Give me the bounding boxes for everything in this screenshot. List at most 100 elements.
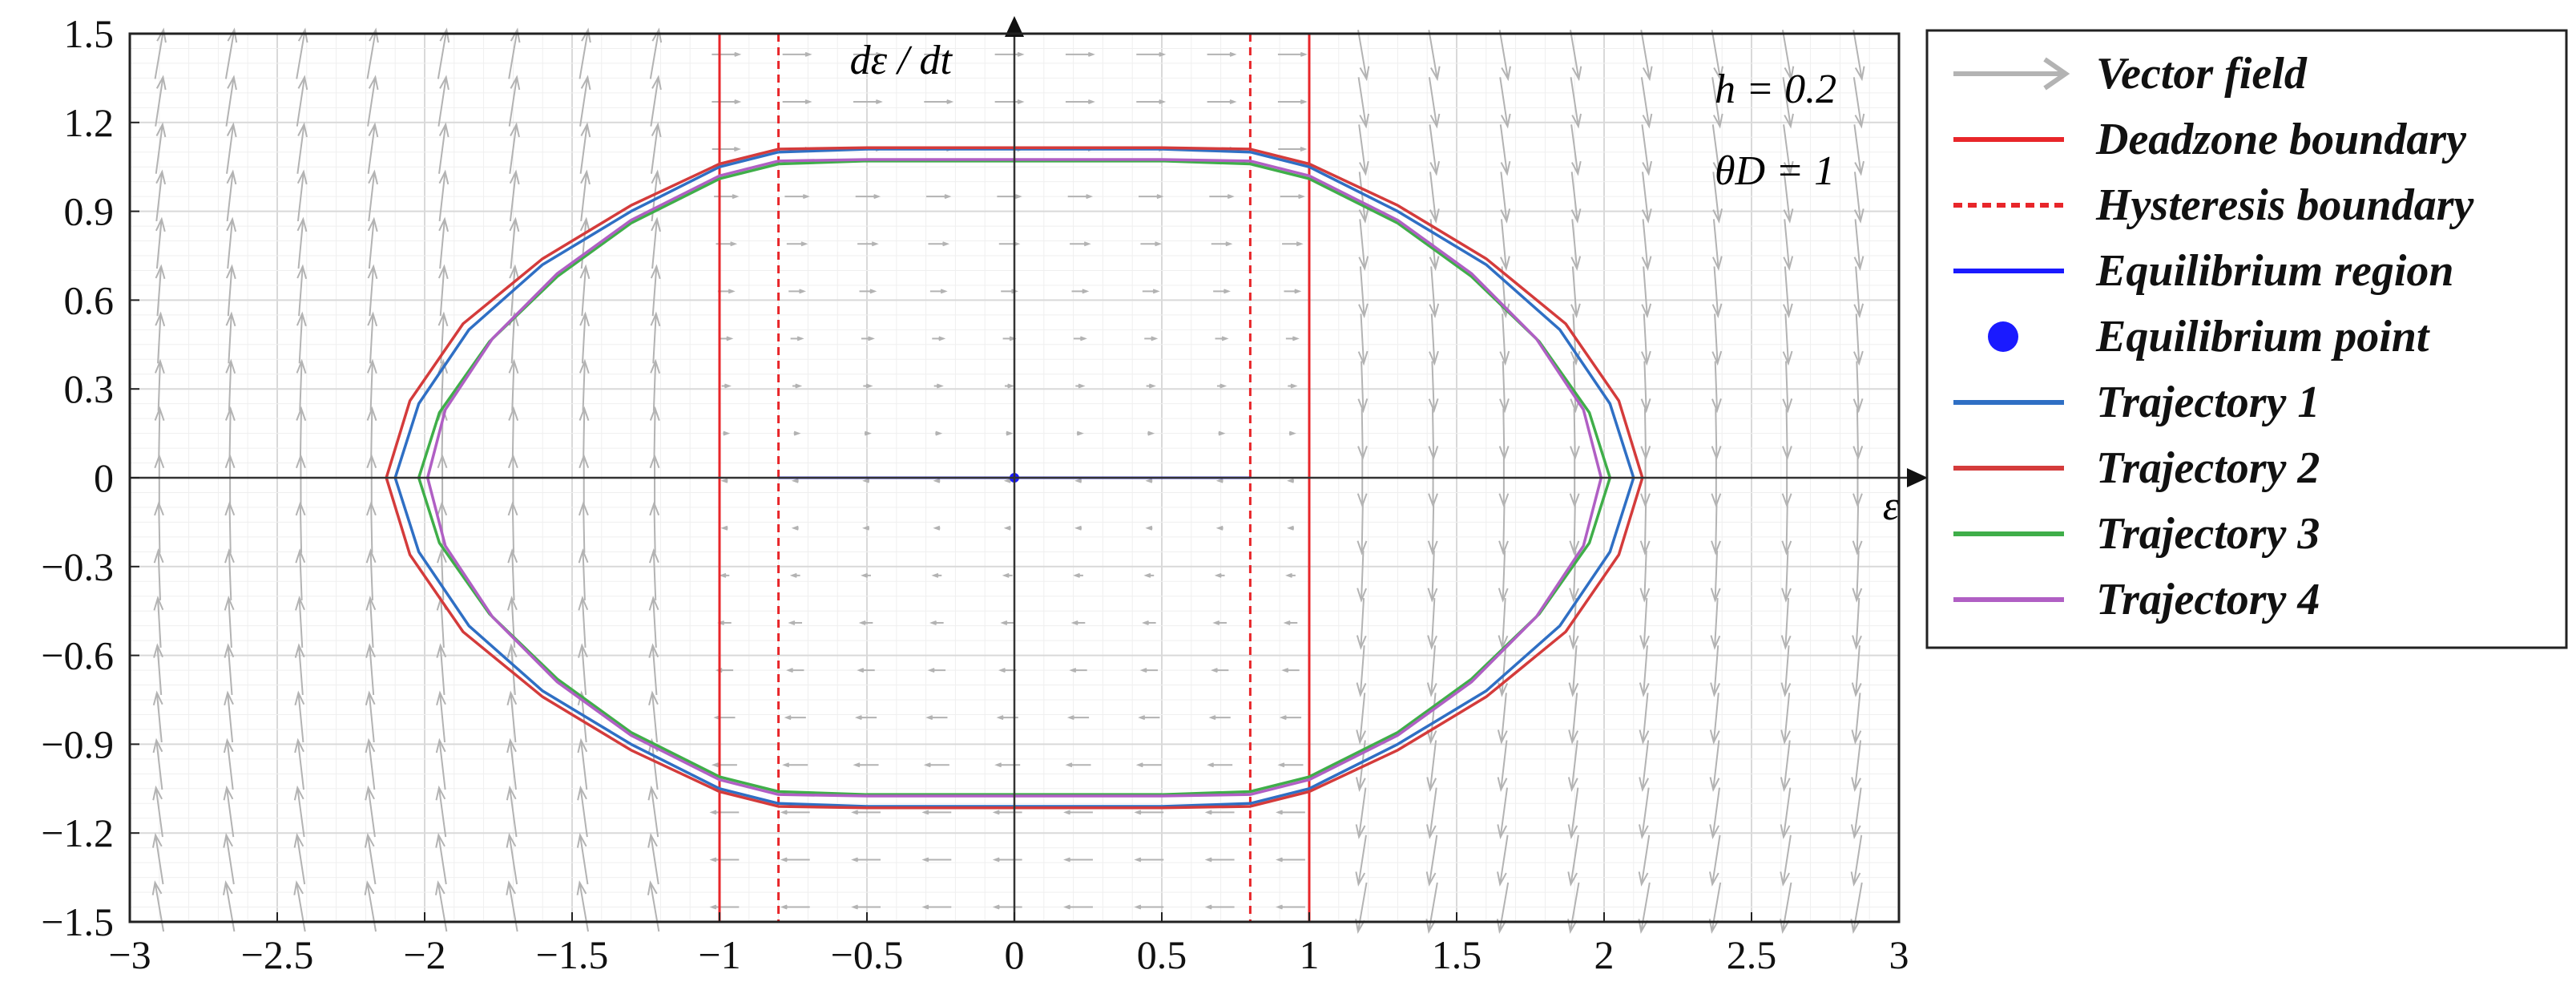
vector-arrow-head [364,832,375,848]
vector-arrow-head [1290,383,1298,389]
vector-arrow-head [1359,113,1370,129]
vector-arrow [1640,77,1651,127]
vector-arrow-head [509,169,520,185]
vector-arrow [437,882,448,932]
vector-arrow [583,408,586,459]
vector-arrow-head [1641,350,1651,366]
vector-arrow [1711,787,1720,838]
vector-arrow [581,645,587,696]
vector-arrow-head [364,880,375,895]
vector-arrow [649,30,660,79]
vector-arrow [226,172,234,222]
vector-arrow-head [1429,350,1439,366]
vector-arrow [296,787,305,838]
vector-arrow-head [366,406,377,422]
vector-arrow-head [1300,147,1308,152]
vector-arrow [1715,503,1718,553]
vector-arrow-head [1073,572,1080,578]
vector-arrow [1361,408,1364,459]
vector-arrow-head [1498,588,1509,603]
vector-arrow [297,219,304,269]
vector-arrow-head [1221,336,1229,341]
vector-arrow-head [1569,588,1579,603]
vector-arrow-head [155,216,166,232]
x-tick-label: 0 [1005,932,1025,977]
vector-arrow-head [1496,919,1507,934]
vector-arrow [1643,361,1647,411]
legend-swatch-equilibrium-point [1988,321,2018,352]
vector-arrow [582,550,586,600]
vector-arrow-head [1638,919,1649,934]
vector-arrow [1785,361,1789,411]
vector-arrow-head [152,737,163,754]
vector-arrow-head [224,690,234,706]
vector-arrow [437,77,447,127]
vector-arrow-head [1087,51,1095,57]
vector-arrow [370,503,373,553]
vector-arrow-head [437,548,447,564]
vector-arrow [437,787,447,838]
vector-arrow [1430,597,1436,648]
legend-label-trajectory-2: Trajectory 2 [2096,443,2320,493]
vector-arrow-head [1426,777,1437,792]
vector-arrow-head [1639,540,1651,556]
y-axis-label: dε / dt [850,38,953,83]
vector-arrow-head [1212,620,1220,625]
vector-arrow-head [152,785,163,801]
vector-arrow-head [946,51,954,57]
vector-arrow-head [224,548,235,564]
vector-arrow [1428,77,1438,127]
vector-arrow [438,124,447,174]
vector-arrow-head [365,548,377,564]
vector-arrow [1855,645,1860,696]
vector-arrow [1715,408,1718,459]
vector-arrow-head [1276,857,1283,863]
vector-arrow [226,124,235,174]
vector-arrow-head [1087,99,1095,104]
vector-arrow-head [1219,383,1228,389]
vector-arrow-head [1142,620,1149,625]
vector-arrow [1359,645,1365,696]
vector-arrow-head [1568,635,1579,650]
vector-arrow-head [998,668,1006,673]
vector-arrow [1360,313,1365,364]
vector-arrow-head [927,668,935,673]
vector-arrow-head [711,762,719,768]
vector-arrow-head [1782,350,1793,366]
vector-arrow-head [784,715,792,721]
vector-arrow [1712,219,1719,269]
vector-arrow [1569,30,1580,79]
vector-arrow-head [509,216,520,232]
vector-arrow [1361,503,1364,553]
vector-arrow [1712,740,1720,790]
vector-arrow-head [294,690,305,706]
vector-arrow-head [650,311,661,327]
vector-arrow [366,30,377,79]
vector-arrow [369,266,375,317]
vector-arrow-head [1782,398,1793,414]
vector-arrow-head [293,785,304,801]
trajectory-4-line [425,158,1603,798]
vector-arrow [155,219,163,269]
vector-arrow-head [944,194,952,200]
vector-arrow-head [869,289,877,294]
vector-arrow-head [1570,303,1581,319]
vector-arrow [438,740,446,790]
vector-arrow-head [1357,446,1368,461]
vector-arrow-head [933,478,941,483]
vector-arrow-head [1710,588,1721,603]
vector-arrow [583,503,586,553]
vector-arrow-head [1853,256,1864,271]
vector-arrow [154,882,165,932]
vector-arrow-head [1427,635,1438,650]
vector-arrow [1428,30,1438,79]
legend-label-hysteresis-boundary: Hysteresis boundary [2095,180,2474,230]
x-axis-arrow [1907,468,1928,487]
vector-arrow [1856,550,1860,600]
legend-label-equilibrium-point: Equilibrium point [2095,312,2430,362]
vector-arrow-head [1134,857,1142,863]
vector-arrow [581,266,587,317]
x-tick-label: −2 [403,932,445,977]
vector-arrow [228,313,232,364]
